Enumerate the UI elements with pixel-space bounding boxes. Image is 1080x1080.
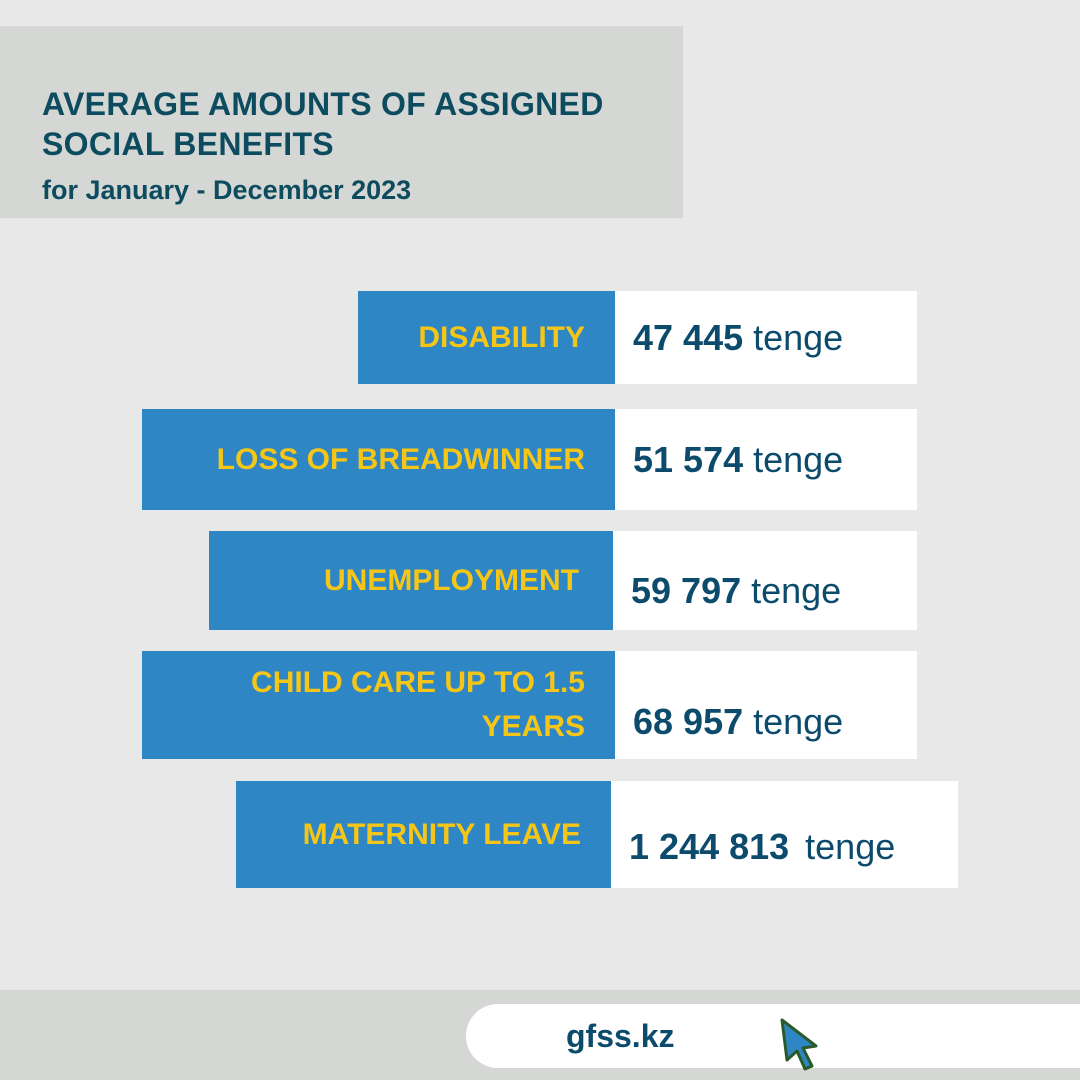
benefit-unit: tenge	[805, 826, 896, 867]
benefit-value-unemployment: 59 797 tenge	[613, 531, 917, 630]
benefit-unit: tenge	[753, 701, 844, 742]
website-pill	[466, 1004, 1080, 1068]
benefit-label-text: UNEMPLOYMENT	[324, 564, 579, 597]
benefit-label-loss-of-breadwinner: LOSS OF BREADWINNER	[142, 409, 615, 510]
benefit-amount: 68 957	[633, 701, 744, 742]
benefit-label-text: DISABILITY	[418, 320, 585, 354]
benefit-label-text: LOSS OF BREADWINNER	[216, 442, 585, 476]
benefit-amount: 51 574	[633, 438, 744, 480]
cursor-arrow-icon	[780, 1018, 818, 1071]
benefit-value-child-care: 68 957 tenge	[615, 651, 917, 759]
benefit-unit: tenge	[751, 570, 842, 611]
benefit-label-text: CHILD CARE UP TO 1.5 YEARS	[251, 666, 585, 743]
benefit-label-disability: DISABILITY	[358, 291, 615, 384]
benefit-value-maternity-leave: 1 244 813 tenge	[611, 781, 958, 888]
benefit-value-loss-of-breadwinner: 51 574 tenge	[615, 409, 917, 510]
benefit-label-child-care: CHILD CARE UP TO 1.5 YEARS	[142, 651, 615, 759]
page-title: AVERAGE AMOUNTS OF ASSIGNED SOCIAL BENEF…	[42, 86, 604, 162]
benefit-unit: tenge	[753, 316, 844, 358]
benefit-amount: 59 797	[631, 570, 742, 611]
benefit-label-text: MATERNITY LEAVE	[302, 818, 581, 851]
benefit-amount: 47 445	[633, 316, 744, 358]
benefit-value-disability: 47 445 tenge	[615, 291, 917, 384]
benefit-label-maternity-leave: MATERNITY LEAVE	[236, 781, 611, 888]
page-subtitle: for January - December 2023	[42, 175, 412, 205]
title-panel: AVERAGE AMOUNTS OF ASSIGNED SOCIAL BENEF…	[0, 26, 683, 218]
website-link[interactable]: gfss.kz	[566, 1018, 675, 1054]
benefit-amount: 1 244 813	[629, 826, 790, 867]
benefit-label-unemployment: UNEMPLOYMENT	[209, 531, 613, 630]
benefit-unit: tenge	[753, 438, 844, 480]
